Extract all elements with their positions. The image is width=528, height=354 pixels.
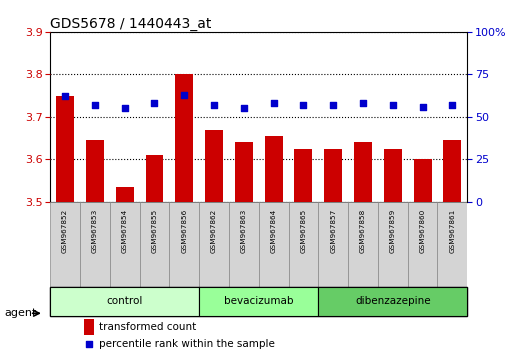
Bar <box>259 202 288 287</box>
Bar <box>199 287 318 316</box>
Bar <box>354 142 372 202</box>
Bar <box>169 202 199 287</box>
Text: GSM967864: GSM967864 <box>271 209 277 253</box>
Point <box>269 101 278 106</box>
Bar <box>50 287 199 316</box>
Text: GDS5678 / 1440443_at: GDS5678 / 1440443_at <box>50 17 212 31</box>
Bar <box>318 202 348 287</box>
Point <box>299 102 308 108</box>
Bar <box>444 140 461 202</box>
Text: GSM967863: GSM967863 <box>241 209 247 253</box>
Bar <box>146 155 163 202</box>
Point <box>210 102 218 108</box>
Bar <box>110 202 139 287</box>
Text: GSM967861: GSM967861 <box>449 209 455 253</box>
Bar <box>265 136 282 202</box>
Point <box>448 102 457 108</box>
Bar <box>83 319 94 335</box>
Point <box>180 92 188 98</box>
Text: GSM967859: GSM967859 <box>390 209 396 253</box>
Text: transformed count: transformed count <box>99 322 196 332</box>
Point <box>61 93 69 99</box>
Bar <box>235 142 253 202</box>
Bar <box>229 202 259 287</box>
Text: GSM967862: GSM967862 <box>211 209 217 253</box>
Text: GSM967856: GSM967856 <box>181 209 187 253</box>
Bar <box>318 287 467 316</box>
Point <box>240 105 248 111</box>
Bar <box>205 130 223 202</box>
Text: bevacizumab: bevacizumab <box>224 296 294 306</box>
Point <box>389 102 397 108</box>
Point <box>120 105 129 111</box>
Bar <box>199 202 229 287</box>
Point <box>91 102 99 108</box>
Text: dibenzazepine: dibenzazepine <box>355 296 431 306</box>
Bar <box>80 202 110 287</box>
Bar <box>288 202 318 287</box>
Text: GSM967854: GSM967854 <box>121 209 128 253</box>
Point <box>329 102 337 108</box>
Bar <box>295 149 313 202</box>
Text: control: control <box>107 296 143 306</box>
Bar <box>438 202 467 287</box>
Point <box>359 101 367 106</box>
Text: GSM967853: GSM967853 <box>92 209 98 253</box>
Bar <box>139 202 169 287</box>
Bar <box>413 159 431 202</box>
Bar <box>86 140 104 202</box>
Point <box>84 341 93 347</box>
Bar <box>324 149 342 202</box>
Bar <box>348 202 378 287</box>
Text: GSM967852: GSM967852 <box>62 209 68 253</box>
Bar <box>378 202 408 287</box>
Bar <box>116 187 134 202</box>
Text: GSM967855: GSM967855 <box>152 209 157 253</box>
Point <box>150 101 158 106</box>
Bar <box>50 202 80 287</box>
Text: percentile rank within the sample: percentile rank within the sample <box>99 339 275 349</box>
Text: GSM967858: GSM967858 <box>360 209 366 253</box>
Bar <box>384 149 402 202</box>
Bar <box>408 202 438 287</box>
Text: GSM967857: GSM967857 <box>330 209 336 253</box>
Text: GSM967865: GSM967865 <box>300 209 306 253</box>
Bar <box>56 96 74 202</box>
Bar <box>175 74 193 202</box>
Text: agent: agent <box>4 308 36 318</box>
Text: GSM967860: GSM967860 <box>420 209 426 253</box>
Point <box>418 104 427 109</box>
